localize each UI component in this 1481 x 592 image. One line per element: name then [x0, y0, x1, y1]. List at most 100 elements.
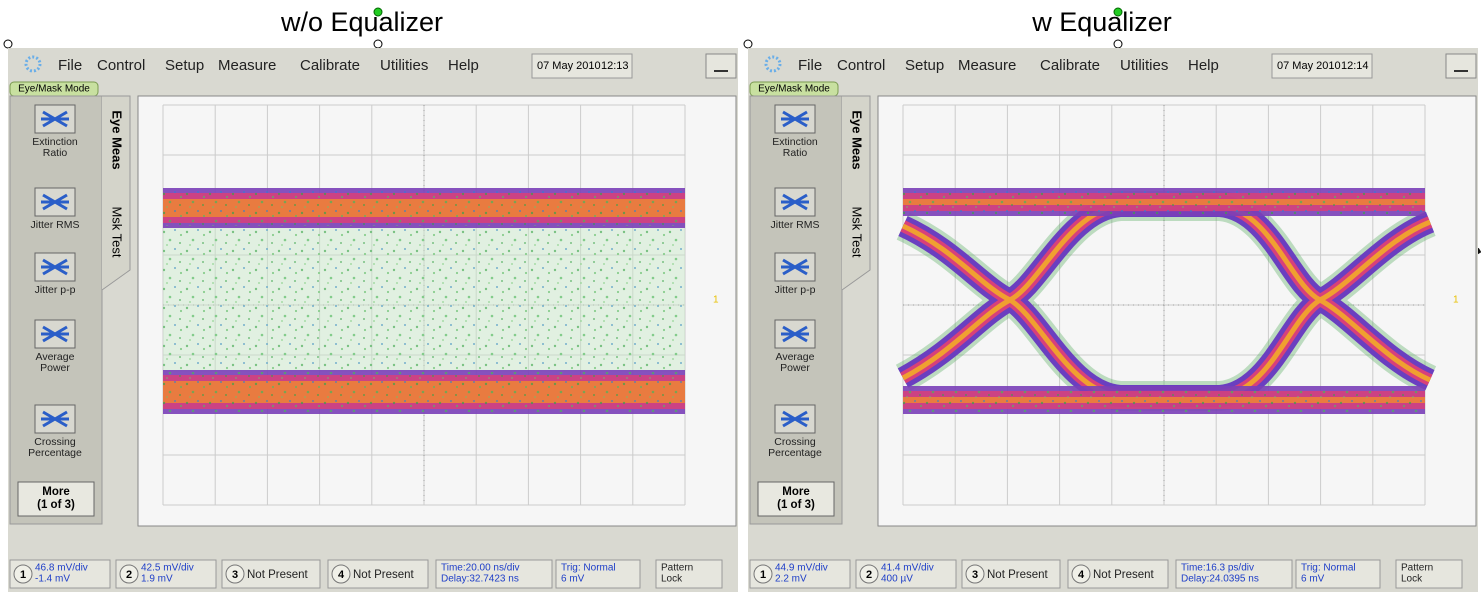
handle — [743, 39, 753, 49]
level-marker: 1 — [1453, 295, 1459, 306]
more-label[interactable]: (1 of 3) — [777, 499, 815, 511]
app-icon — [24, 55, 42, 73]
button-column — [9, 95, 103, 525]
status-text: Delay:24.0395 ns — [1181, 574, 1259, 585]
vertical-tab[interactable]: Eye Meas — [110, 110, 125, 169]
measure-button-label[interactable]: Jitter p-p — [35, 284, 76, 296]
icon-glyph — [41, 325, 69, 343]
status-box[interactable] — [655, 559, 723, 589]
status-box[interactable] — [1175, 559, 1293, 589]
minimize-button[interactable] — [705, 53, 737, 79]
measure-button-label[interactable]: Ratio — [43, 147, 68, 159]
status-text: 1.9 mV — [141, 574, 173, 585]
measure-button-label[interactable]: Ratio — [783, 147, 808, 159]
status-box[interactable] — [1395, 559, 1463, 589]
menu-item[interactable]: Utilities — [1120, 57, 1168, 74]
trace-band — [163, 372, 685, 412]
minimize-button[interactable] — [1445, 53, 1477, 79]
measure-button-label[interactable]: Crossing — [774, 436, 816, 448]
status-text: -1.4 mV — [35, 574, 70, 585]
menu-item[interactable]: File — [798, 57, 822, 74]
measure-button-label[interactable]: Extinction — [32, 136, 78, 148]
status-text: 46.8 mV/div — [35, 563, 88, 574]
status-box[interactable] — [435, 559, 553, 589]
more-button[interactable] — [757, 481, 835, 517]
measure-button-label[interactable]: Percentage — [28, 447, 82, 459]
status-text: 41.4 mV/div — [881, 563, 934, 574]
measure-button-label[interactable]: Average — [36, 351, 75, 363]
menu-item[interactable]: Setup — [905, 57, 944, 74]
menu-item[interactable]: Measure — [218, 57, 276, 74]
measure-button-label[interactable]: Extinction — [772, 136, 818, 148]
time: 12:14 — [1341, 60, 1369, 72]
tab-outline — [101, 95, 131, 291]
status-text: Time:16.3 ps/div — [1181, 563, 1254, 574]
scope-panel: w Equalizer File Control Setup Measure Calibr… — [743, 7, 1478, 592]
measure-button-label[interactable]: Crossing — [34, 436, 76, 448]
handle — [3, 39, 13, 49]
menu-item[interactable]: Measure — [958, 57, 1016, 74]
date: 07 May 2010 — [1277, 60, 1341, 72]
trace-band — [163, 190, 685, 226]
more-label[interactable]: (1 of 3) — [37, 499, 75, 511]
handle — [1113, 7, 1123, 17]
measure-button-label[interactable]: Jitter p-p — [775, 284, 816, 296]
menu-item[interactable]: Calibrate — [1040, 57, 1100, 74]
more-label[interactable]: More — [782, 486, 809, 498]
noise-fill — [163, 222, 685, 372]
menu-item[interactable]: File — [58, 57, 82, 74]
measure-button-label[interactable]: Power — [780, 362, 810, 374]
channel-badge — [753, 564, 773, 584]
status-text: Trig: Normal — [1301, 563, 1356, 574]
more-button[interactable] — [17, 481, 95, 517]
channel-number: 3 — [232, 569, 238, 581]
status-box[interactable] — [555, 559, 641, 589]
vertical-tab[interactable]: Msk Test — [850, 206, 865, 257]
status-text: Not Present — [353, 569, 415, 581]
channel-badge — [331, 564, 351, 584]
button-column — [749, 95, 843, 525]
date-box — [1271, 53, 1373, 79]
status-text: Time:20.00 ns/div — [441, 563, 520, 574]
handle — [373, 39, 383, 49]
measure-button-label[interactable]: Jitter RMS — [30, 219, 79, 231]
icon-glyph — [781, 410, 809, 428]
icon-glyph — [41, 410, 69, 428]
status-text: Delay:32.7423 ns — [441, 574, 519, 585]
measure-button-label[interactable]: Power — [40, 362, 70, 374]
menu-item[interactable]: Control — [837, 57, 885, 74]
channel-number: 4 — [338, 569, 345, 581]
scope-panel: w/o Equalizer File Control Setup Measure Cali… — [3, 7, 738, 592]
measure-button-label[interactable]: Jitter RMS — [770, 219, 819, 231]
menu-item[interactable]: Help — [448, 57, 479, 74]
mode-label: Eye/Mask Mode — [758, 84, 830, 95]
menu-item[interactable]: Help — [1188, 57, 1219, 74]
measure-button-label[interactable]: Average — [776, 351, 815, 363]
status-text: Lock — [1401, 574, 1423, 585]
noise-fill — [163, 222, 685, 372]
menu-item[interactable]: Utilities — [380, 57, 428, 74]
status-text: 6 mV — [561, 574, 585, 585]
icon-glyph — [41, 258, 69, 276]
vertical-tab[interactable]: Eye Meas — [850, 110, 865, 169]
vertical-tab[interactable]: Msk Test — [110, 206, 125, 257]
icon-glyph — [781, 193, 809, 211]
measure-button-label[interactable]: Percentage — [768, 447, 822, 459]
channel-number: 1 — [760, 569, 766, 581]
status-box[interactable] — [1295, 559, 1381, 589]
menu-item[interactable]: Control — [97, 57, 145, 74]
status-text: Pattern — [661, 563, 693, 574]
channel-number: 2 — [126, 569, 132, 581]
level-marker: 1 — [713, 295, 719, 306]
menu-item[interactable]: Calibrate — [300, 57, 360, 74]
handle — [373, 7, 383, 17]
channel-badge — [13, 564, 33, 584]
menu-item[interactable]: Setup — [165, 57, 204, 74]
status-text: Trig: Normal — [561, 563, 616, 574]
trace-band — [903, 388, 1425, 412]
date: 07 May 2010 — [537, 60, 601, 72]
channel-badge — [965, 564, 985, 584]
time: 12:13 — [601, 60, 629, 72]
status-text: Not Present — [247, 569, 309, 581]
more-label[interactable]: More — [42, 486, 69, 498]
